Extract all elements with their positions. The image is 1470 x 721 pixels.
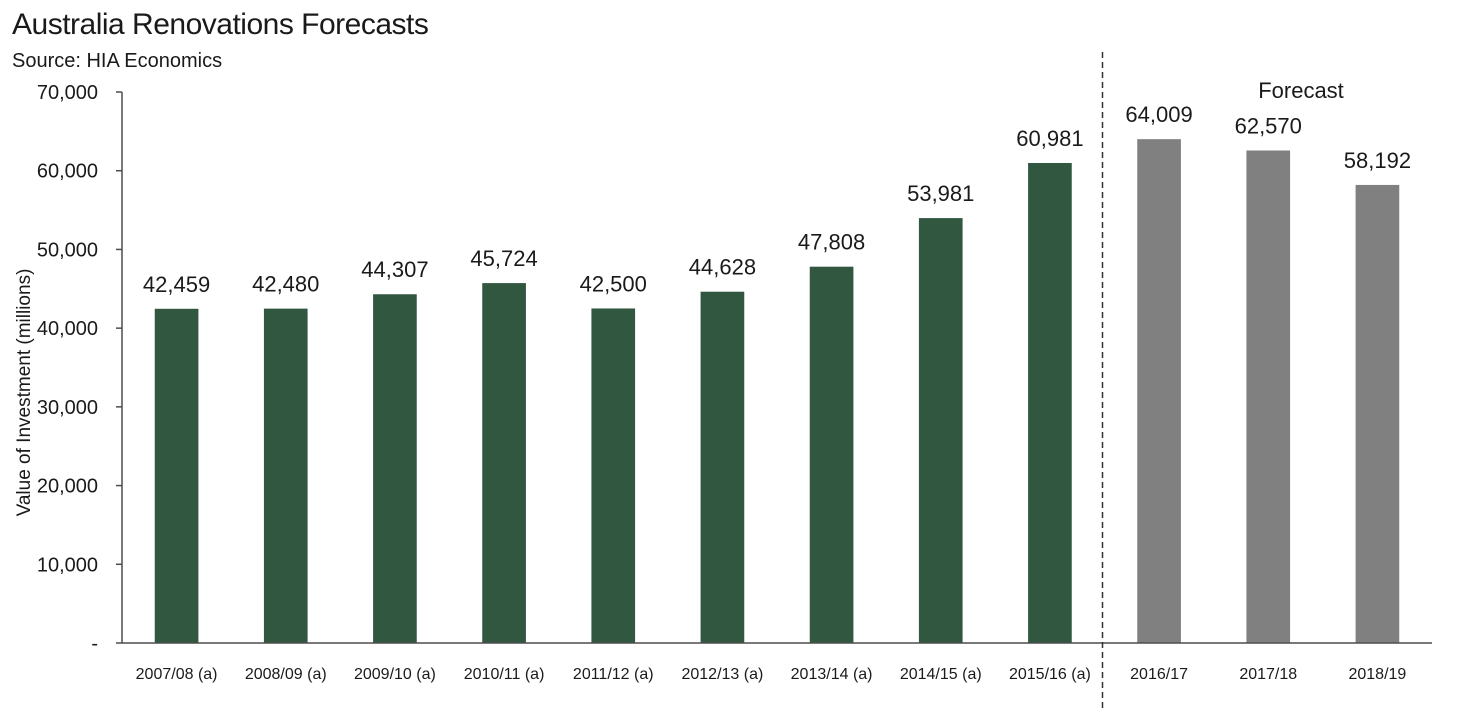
data-label: 45,724 <box>470 246 537 271</box>
x-tick-label: 2012/13 (a) <box>681 666 763 683</box>
data-label: 62,570 <box>1235 113 1302 138</box>
bar-actual <box>373 294 417 643</box>
y-tick-label: 40,000 <box>37 318 98 340</box>
forecast-annotation: Forecast <box>1258 78 1344 103</box>
bar-actual <box>809 266 854 643</box>
y-tick-label: 30,000 <box>37 397 98 419</box>
x-tick-label: 2016/17 <box>1130 666 1188 683</box>
chart-subtitle: Source: HIA Economics <box>12 50 223 72</box>
data-label: 60,981 <box>1016 126 1083 151</box>
bar-actual <box>918 218 963 643</box>
x-tick-label: 2010/11 (a) <box>464 666 545 683</box>
data-label: 42,500 <box>580 271 647 296</box>
bar-forecast <box>1355 184 1400 643</box>
data-labels-group: 42,459 42,480 44,307 45,724 42,500 44,628 47,8… <box>143 102 1411 297</box>
x-tick-label: 2015/16 (a) <box>1009 666 1091 683</box>
chart-title: Australia Renovations Forecasts <box>12 8 429 41</box>
y-tick-label: 20,000 <box>37 476 98 498</box>
x-tick-label: 2014/15 (a) <box>900 666 982 683</box>
bar-actual <box>263 308 308 643</box>
data-label: 44,307 <box>361 257 428 282</box>
data-label: 44,628 <box>689 255 756 280</box>
y-tick-label: 10,000 <box>37 554 98 576</box>
bars-group <box>154 139 1400 644</box>
data-label: 53,981 <box>907 181 974 206</box>
x-tick-label: 2009/10 (a) <box>354 666 436 683</box>
data-label: 42,480 <box>252 272 319 297</box>
y-axis: - 10,000 20,000 30,000 40,000 50,000 60,000 70,… <box>37 82 123 655</box>
y-axis-label: Value of Investment (millions) <box>14 269 35 517</box>
bar-actual <box>591 308 636 643</box>
x-tick-label: 2011/12 (a) <box>573 666 654 683</box>
bar-actual <box>154 308 199 643</box>
x-tick-label: 2008/09 (a) <box>245 666 327 683</box>
y-tick-label: 50,000 <box>37 239 98 261</box>
y-tick-label: - <box>91 633 98 655</box>
x-tick-label: 2007/08 (a) <box>136 666 218 683</box>
bar-forecast <box>1246 150 1291 643</box>
bar-forecast <box>1137 139 1181 644</box>
data-label: 42,459 <box>143 272 210 297</box>
x-axis: 2007/08 (a) 2008/09 (a) 2009/10 (a) 2010/11… <box>122 642 1432 683</box>
bar-actual <box>700 291 745 643</box>
y-tick-label: 60,000 <box>37 161 98 183</box>
x-tick-label: 2017/18 <box>1239 666 1297 683</box>
bar-actual <box>482 283 526 643</box>
data-label: 58,192 <box>1344 148 1411 173</box>
x-tick-label: 2013/14 (a) <box>791 666 873 683</box>
data-label: 47,808 <box>798 230 865 255</box>
x-tick-label: 2018/19 <box>1348 666 1406 683</box>
bar-actual <box>1028 162 1072 643</box>
data-label: 64,009 <box>1125 102 1192 127</box>
y-tick-label: 70,000 <box>37 82 98 104</box>
